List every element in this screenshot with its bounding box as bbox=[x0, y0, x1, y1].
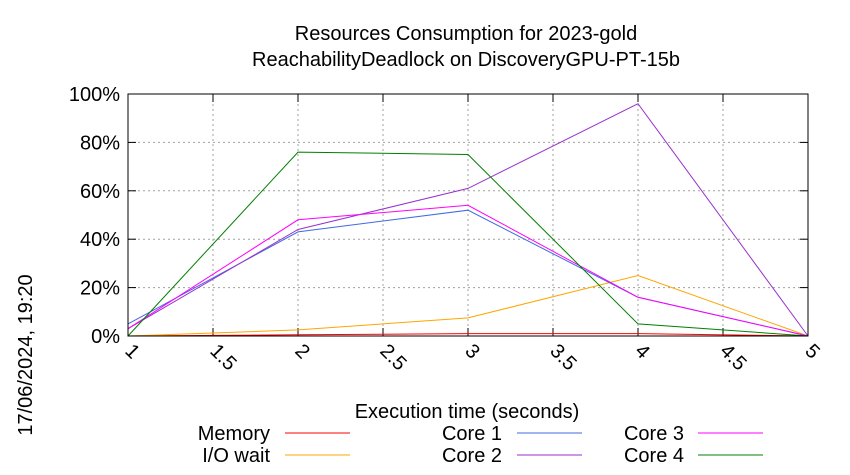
x-tick-label: 3.5 bbox=[545, 340, 580, 375]
series-lines bbox=[127, 103, 809, 337]
y-tick-label: 80% bbox=[80, 132, 120, 154]
series-line-i-o-wait bbox=[127, 274, 809, 337]
plot-border bbox=[127, 93, 809, 337]
y-tick-label: 40% bbox=[80, 229, 120, 251]
legend-label: Core 1 bbox=[442, 423, 502, 445]
legend-item: Core 4 bbox=[624, 445, 763, 467]
legend-item: Core 2 bbox=[442, 445, 582, 467]
legend-item: Core 3 bbox=[624, 423, 763, 445]
x-tick-label: 5 bbox=[800, 340, 823, 363]
chart-subtitle: ReachabilityDeadlock on DiscoveryGPU-PT-… bbox=[252, 49, 680, 71]
x-axis-ticks: 1 1.5 2 2.5 3 3.5 4 4.5 5 bbox=[120, 94, 824, 375]
series-line-core-2 bbox=[127, 103, 809, 337]
y-tick-label: 20% bbox=[80, 278, 120, 300]
chart-title: Resources Consumption for 2023-gold bbox=[295, 23, 637, 45]
legend-label: Core 2 bbox=[442, 445, 502, 467]
series-line-memory bbox=[127, 333, 809, 337]
x-tick-label: 4.5 bbox=[715, 340, 750, 375]
x-tick-label: 1.5 bbox=[205, 340, 240, 375]
x-tick-label: 4 bbox=[630, 340, 653, 363]
y-axis-ticks: 0% 20% 40% 60% 80% 100% bbox=[69, 84, 808, 348]
legend-label: Core 3 bbox=[624, 423, 684, 445]
grid bbox=[128, 94, 808, 336]
series-line-core-4 bbox=[127, 151, 809, 337]
y-tick-label: 60% bbox=[80, 181, 120, 203]
legend-label: Memory bbox=[198, 423, 270, 445]
y-tick-label: 100% bbox=[69, 84, 120, 106]
legend-label: I/O wait bbox=[202, 445, 270, 467]
timestamp: 17/06/2024, 19:20 bbox=[15, 274, 37, 435]
x-tick-label: 2 bbox=[290, 340, 313, 363]
legend-item: Core 1 bbox=[442, 423, 582, 445]
y-tick-label: 0% bbox=[91, 326, 120, 348]
x-tick-label: 3 bbox=[460, 340, 483, 363]
x-tick-label: 1 bbox=[120, 340, 143, 363]
x-tick-label: 2.5 bbox=[375, 340, 410, 375]
x-axis-label: Execution time (seconds) bbox=[355, 401, 580, 423]
legend-label: Core 4 bbox=[624, 445, 684, 467]
legend-item: I/O wait bbox=[202, 445, 350, 467]
series-line-core-3 bbox=[127, 204, 809, 337]
legend-item: Memory bbox=[198, 423, 350, 445]
